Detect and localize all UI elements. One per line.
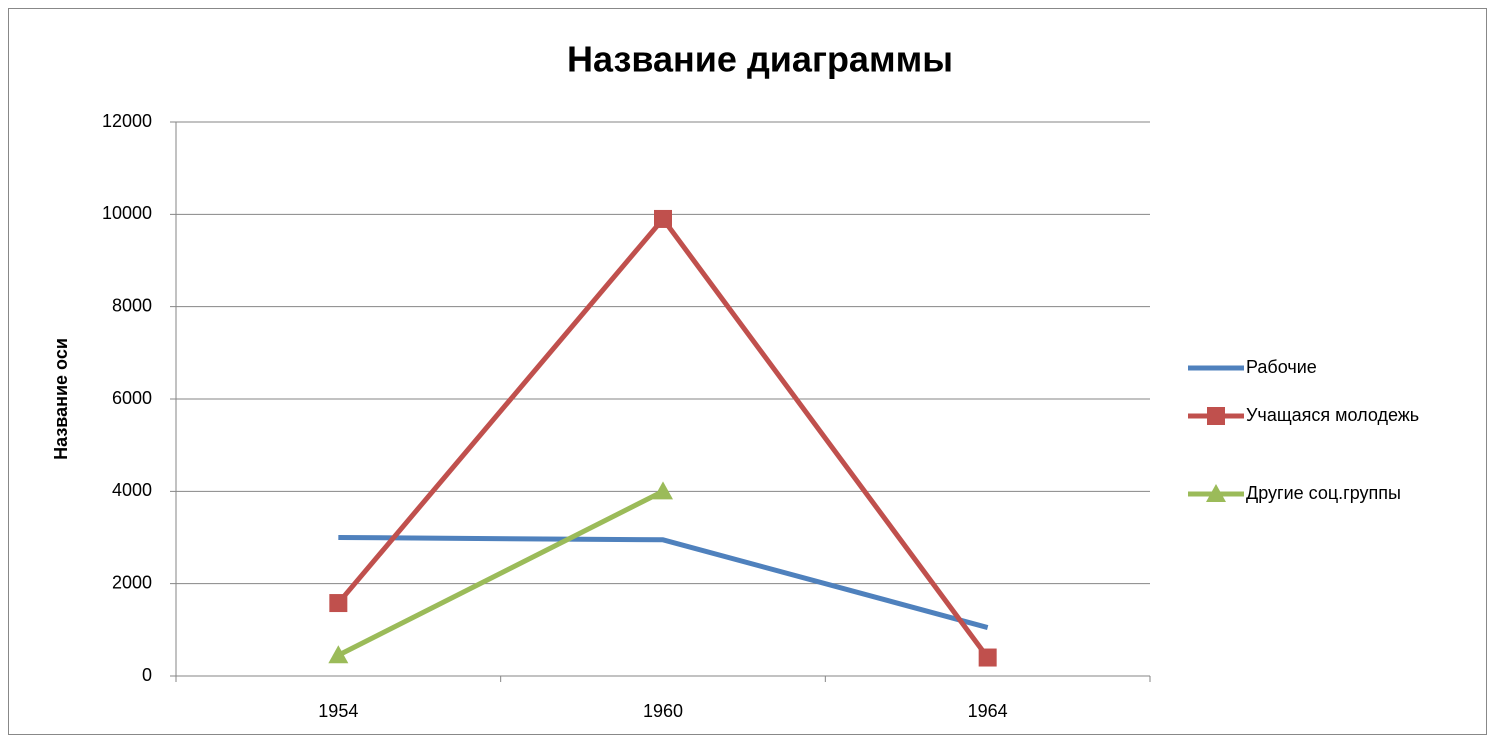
- y-tick-label: 8000: [112, 295, 152, 315]
- marker: [978, 648, 997, 667]
- y-tick-label: 10000: [102, 203, 152, 223]
- x-tick-label: 1960: [643, 701, 683, 721]
- y-tick-label: 0: [142, 665, 152, 685]
- legend-marker: [1207, 407, 1225, 425]
- legend-marker: [1206, 484, 1226, 502]
- x-tick-label: 1954: [318, 701, 358, 721]
- y-tick-label: 6000: [112, 388, 152, 408]
- marker: [329, 594, 348, 613]
- y-axis-title: Название оси: [51, 338, 71, 460]
- marker: [654, 209, 672, 228]
- y-tick-label: 2000: [112, 572, 152, 592]
- y-tick-label: 4000: [112, 480, 152, 500]
- x-tick-label: 1964: [968, 701, 1008, 721]
- legend-label: Учащаяся молодежь: [1246, 405, 1419, 425]
- series-line: [337, 489, 665, 658]
- chart-border: [8, 8, 1487, 735]
- series-line: [338, 535, 989, 630]
- legend-label: Другие соц.группы: [1246, 483, 1401, 503]
- y-tick-label: 12000: [102, 111, 152, 131]
- legend-label: Рабочие: [1246, 357, 1317, 377]
- chart-title: Название диаграммы: [567, 39, 953, 80]
- marker: [653, 481, 673, 500]
- marker: [328, 645, 349, 664]
